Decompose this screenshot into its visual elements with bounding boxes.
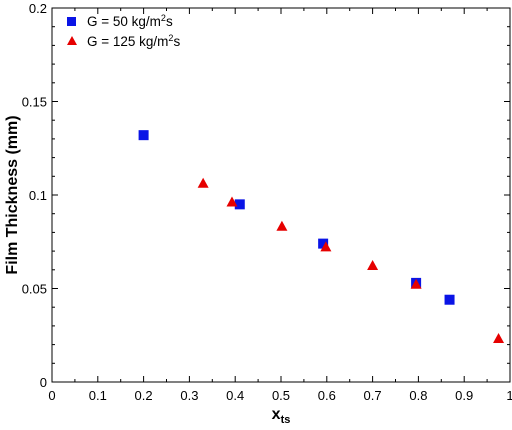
x-tick-label: 0.2 — [135, 388, 153, 403]
plot-area — [51, 7, 511, 383]
legend: G = 50 kg/m2s G = 125 kg/m2s — [67, 13, 180, 49]
legend-label-g125-part3: s — [173, 34, 180, 49]
legend-marker-triangle — [67, 36, 77, 45]
legend-label-g50-part1: G = 50 kg/m — [87, 14, 161, 29]
legend-label-g50-sup: 2 — [161, 13, 166, 23]
x-tick-label: 0.6 — [318, 388, 336, 403]
legend-label-g125-sup: 2 — [168, 33, 173, 43]
data-point-triangle — [197, 177, 209, 188]
data-point-square — [234, 199, 245, 210]
legend-marker-square — [67, 17, 76, 26]
data-marks — [138, 130, 505, 343]
y-tick-label: 0.15 — [22, 95, 47, 110]
y-axis-ticks: 0 0.05 0.1 0.15 0.2 — [22, 1, 510, 390]
x-axis-title-main: x — [272, 406, 281, 423]
x-tick-label: 1 — [506, 388, 512, 403]
data-point-triangle — [226, 196, 238, 207]
data-point-triangle — [320, 241, 332, 252]
legend-label-g125: G = 125 kg/m2s — [87, 33, 180, 49]
x-tick-label: 0.7 — [364, 388, 382, 403]
x-axis-title-subscript: ts — [281, 414, 291, 426]
x-tick-label: 0.4 — [226, 388, 244, 403]
x-tick-label: 0.8 — [409, 388, 427, 403]
data-point-triangle — [410, 278, 422, 289]
x-axis-title: xts — [272, 406, 291, 426]
data-point-triangle — [367, 260, 379, 271]
y-tick-label: 0.2 — [29, 1, 47, 16]
legend-label-g125-part1: G = 125 kg/m — [87, 34, 168, 49]
data-point-square — [138, 130, 149, 141]
data-point-square — [318, 238, 329, 249]
data-point-triangle — [276, 220, 288, 231]
legend-label-g50-part3: s — [166, 14, 173, 29]
y-tick-label: 0.05 — [22, 282, 47, 297]
x-tick-label: 0.5 — [272, 388, 290, 403]
x-tick-label: 0 — [48, 388, 55, 403]
x-tick-label: 0.1 — [89, 388, 107, 403]
legend-label-g50: G = 50 kg/m2s — [87, 13, 173, 29]
y-tick-label: 0.1 — [29, 188, 47, 203]
y-tick-label: 0 — [40, 375, 47, 390]
y-axis-title: Film Thickness (mm) — [4, 115, 21, 274]
x-axis-ticks: 0 0.1 0.2 0.3 0.4 0.5 0.6 0.7 0.8 0.9 1 — [48, 8, 512, 403]
data-point-square — [444, 294, 455, 305]
x-tick-label: 0.9 — [455, 388, 473, 403]
data-point-triangle — [493, 332, 505, 343]
x-tick-label: 0.3 — [180, 388, 198, 403]
